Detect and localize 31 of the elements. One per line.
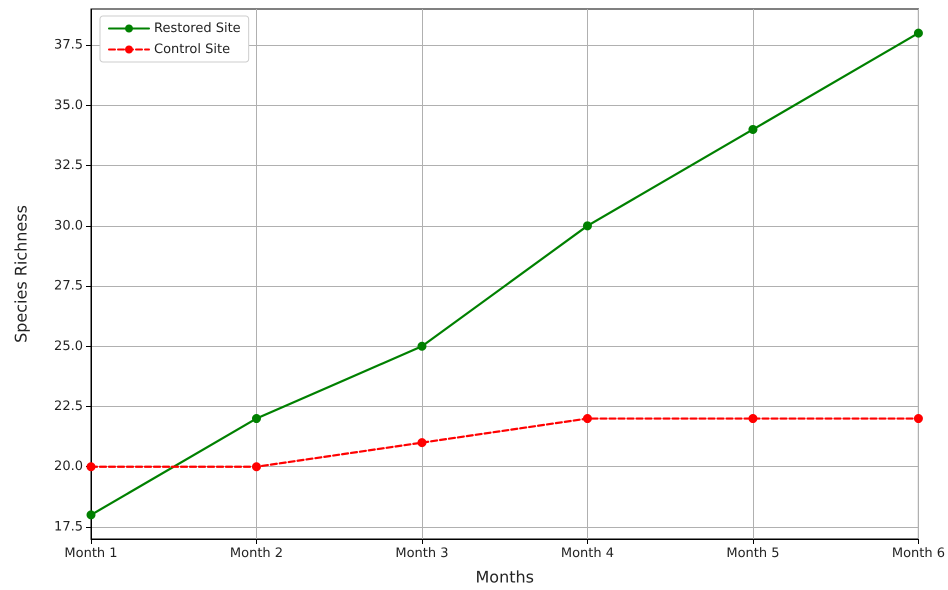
y-axis-title: Species Richness [12,205,30,343]
point [417,342,426,351]
y-tick-label: 32.5 [54,158,83,174]
x-tick-label: Month 1 [64,546,118,561]
x-tick-label: Month 3 [395,546,449,561]
point [914,28,923,38]
x-axis-title: Months [475,568,534,586]
point [86,462,96,472]
y-tick-label: 22.5 [54,399,83,414]
point [748,124,758,134]
point [582,414,592,424]
x-tick-label: Month 6 [892,546,946,561]
point [252,462,261,472]
point [582,221,592,230]
point [914,414,923,424]
y-tick-label: 27.5 [54,278,83,294]
legend-label: Restored Site [154,21,241,36]
point [417,438,426,448]
legend-label: Control Site [154,42,230,57]
x-tick-label: Month 4 [560,546,614,561]
x-tick-label: Month 2 [230,546,284,561]
point [252,414,261,424]
y-tick-label: 30.0 [54,218,83,234]
x-tick-label: Month 5 [726,546,780,561]
y-tick-label: 25.0 [54,338,83,354]
y-tick-label: 20.0 [54,459,83,474]
point [748,414,758,424]
point [86,510,96,520]
y-tick-label: 35.0 [54,98,83,113]
y-tick-label: 17.5 [54,519,83,534]
y-tick-label: 37.5 [54,38,83,53]
